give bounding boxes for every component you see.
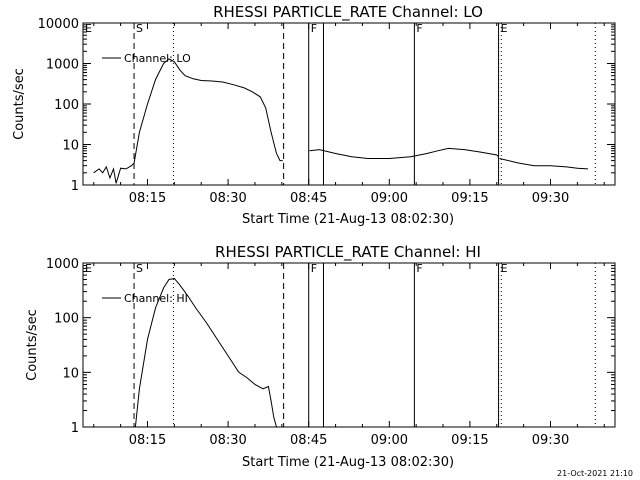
count-rate-line	[499, 158, 589, 170]
x-tick-label: 08:15	[129, 433, 166, 448]
event-marker-label: E	[501, 22, 508, 35]
legend: Channel: LO	[102, 52, 191, 65]
data-series	[134, 277, 277, 428]
chart-panel-lo: RHESSI PARTICLE_RATE Channel: LO 08:15 08…	[12, 3, 616, 227]
y-tick-label: 100	[54, 312, 79, 327]
event-marker-label: F	[311, 22, 317, 35]
y-axis-label: Counts/sec	[25, 309, 40, 381]
y-tick-label: 10	[62, 139, 79, 154]
x-tick-label: 08:30	[209, 191, 246, 206]
y-axis-label: Counts/sec	[12, 68, 27, 140]
x-tick-label: 09:00	[371, 191, 408, 206]
x-tick-label: 09:30	[532, 433, 569, 448]
event-marker-label: S	[136, 262, 143, 275]
event-marker-label: F	[416, 262, 422, 275]
count-rate-line	[134, 277, 277, 428]
event-marker-label: E	[85, 262, 92, 275]
chart-panel-hi: RHESSI PARTICLE_RATE Channel: HI 08:15 08…	[25, 243, 616, 470]
y-tick-label: 1	[71, 179, 79, 194]
y-tick-label: 100	[54, 98, 79, 113]
y-tick-label: 10000	[38, 17, 79, 32]
axis-ticks: 08:15 08:30 08:45 09:00 09:15 09:30 1 10 100 1000…	[38, 17, 615, 206]
chart-title: RHESSI PARTICLE_RATE Channel: LO	[213, 3, 483, 22]
legend-label: Channel: LO	[124, 52, 191, 65]
data-series	[93, 58, 589, 184]
event-marker-label: F	[416, 22, 422, 35]
x-tick-label: 08:45	[290, 433, 327, 448]
count-rate-line	[93, 58, 283, 184]
x-tick-label: 08:15	[129, 191, 166, 206]
chart-title: RHESSI PARTICLE_RATE Channel: HI	[215, 243, 481, 262]
plot-frame	[82, 262, 616, 428]
x-tick-label: 09:00	[371, 433, 408, 448]
y-tick-label: 1	[71, 421, 79, 436]
y-tick-label: 10	[62, 366, 79, 381]
event-marker-label: E	[85, 22, 92, 35]
x-tick-label: 08:45	[290, 191, 327, 206]
event-marker-label: E	[501, 262, 508, 275]
plot-timestamp: 21-Oct-2021 21:10	[557, 469, 633, 478]
x-tick-label: 09:30	[532, 191, 569, 206]
x-axis-label: Start Time (21-Aug-13 08:02:30)	[242, 455, 454, 470]
y-tick-label: 1000	[46, 257, 79, 272]
x-tick-label: 09:15	[451, 433, 488, 448]
x-tick-label: 08:30	[209, 433, 246, 448]
x-tick-label: 09:15	[451, 191, 488, 206]
event-marker-label: F	[311, 262, 317, 275]
x-axis-label: Start Time (21-Aug-13 08:02:30)	[242, 212, 454, 227]
y-tick-label: 1000	[46, 58, 79, 73]
axis-ticks: 08:15 08:30 08:45 09:00 09:15 09:30 1 10 100 1000	[46, 257, 615, 448]
count-rate-line	[309, 147, 499, 159]
plot-frame	[82, 22, 616, 186]
event-marker-label: S	[136, 22, 143, 35]
legend-label: Channel: HI	[124, 292, 188, 305]
legend: Channel: HI	[102, 292, 188, 305]
